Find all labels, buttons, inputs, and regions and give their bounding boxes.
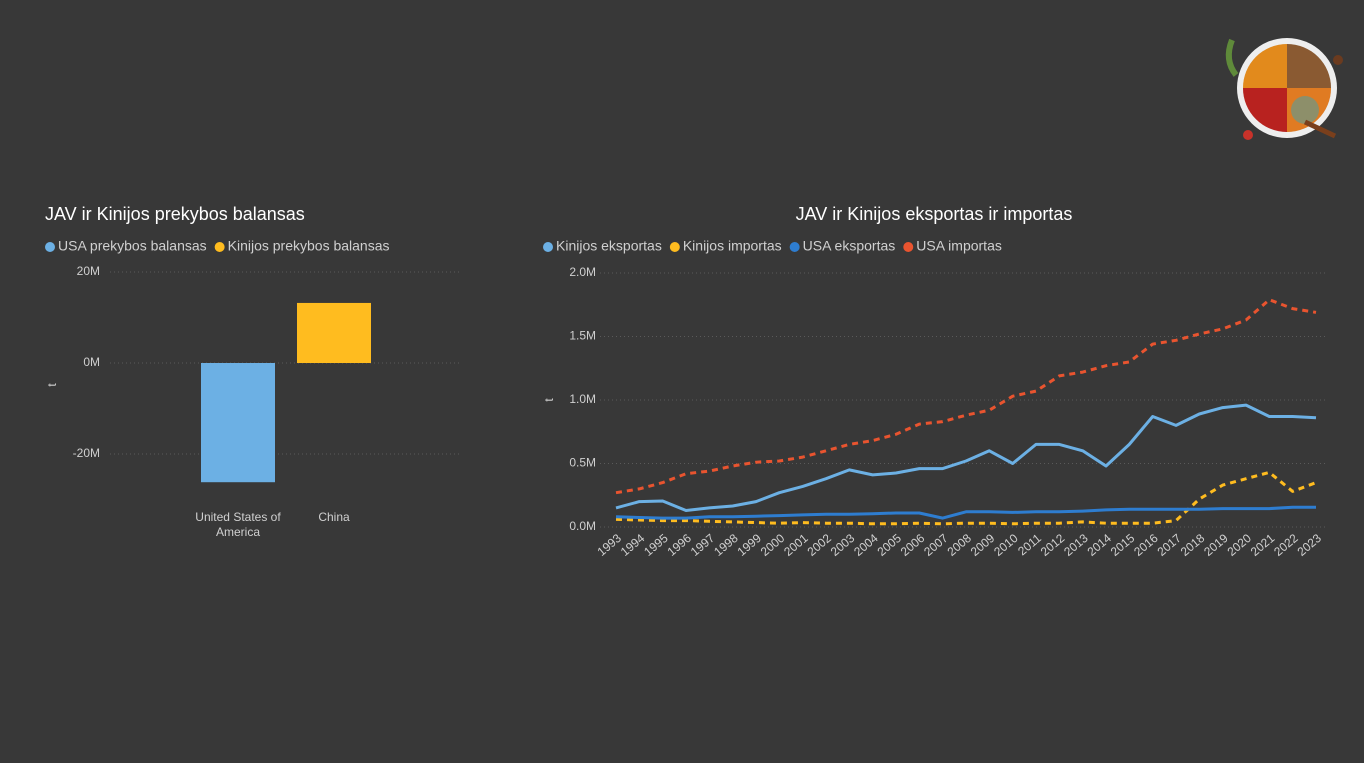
legend-marker — [669, 242, 680, 252]
x-tick-label: 2017 — [1155, 531, 1185, 559]
y-axis-label: t — [542, 398, 556, 402]
x-tick-label: 2009 — [968, 531, 998, 559]
legend-label: Kinijos prekybos balansas — [228, 238, 390, 254]
line-series — [615, 505, 1316, 520]
x-tick-label: 1998 — [711, 531, 741, 559]
x-tick-label: United States of America — [195, 510, 281, 539]
y-tick-label: -20M — [73, 446, 100, 460]
y-axis-label: t — [45, 383, 59, 387]
spice-bowl-image — [1225, 38, 1343, 140]
x-tick-label: 2020 — [1225, 531, 1255, 559]
x-tick-label: 1994 — [618, 531, 648, 559]
x-tick-label: China — [318, 510, 350, 524]
y-tick-label: 1.0M — [569, 392, 596, 406]
legend-marker — [45, 242, 55, 252]
x-tick-label: 2019 — [1201, 531, 1231, 559]
x-tick-label: 2015 — [1108, 531, 1138, 559]
y-tick-label: 2.0M — [569, 265, 596, 279]
x-tick-label: 2016 — [1131, 531, 1161, 559]
y-tick-label: 0.0M — [569, 519, 596, 533]
legend-marker — [214, 242, 225, 252]
bar — [297, 302, 371, 363]
y-tick-label: 0M — [83, 355, 100, 369]
y-tick-label: 20M — [77, 264, 100, 278]
x-tick-label: 2004 — [851, 531, 881, 559]
x-tick-label: 2001 — [781, 531, 811, 559]
x-tick-label: 2006 — [898, 531, 928, 559]
legend-label: USA prekybos balansas — [58, 238, 207, 254]
x-tick-label: 2011 — [1015, 531, 1044, 559]
x-tick-label: 2003 — [828, 531, 858, 559]
legend-marker — [543, 242, 553, 252]
x-tick-label: 1997 — [688, 531, 718, 559]
x-tick-label: 2012 — [1038, 531, 1068, 559]
x-tick-label: 2014 — [1085, 531, 1115, 559]
x-tick-label: 1993 — [595, 531, 625, 559]
x-tick-label: 2021 — [1248, 531, 1278, 559]
bar — [201, 363, 275, 483]
x-tick-label: 1996 — [665, 531, 695, 559]
y-tick-label: 0.5M — [569, 456, 596, 470]
x-tick-label: 2008 — [945, 531, 975, 559]
legend-label: Kinijos importas — [683, 238, 782, 254]
x-tick-label: 2000 — [758, 531, 788, 559]
legend-marker — [903, 242, 914, 252]
legend-label: USA eksportas — [803, 238, 896, 254]
x-tick-label: 1999 — [735, 531, 765, 559]
x-tick-label: 2005 — [875, 531, 905, 559]
x-tick-label: 2013 — [1061, 531, 1091, 559]
x-tick-label: 1995 — [641, 531, 671, 559]
chart-title: JAV ir Kinijos prekybos balansas — [45, 204, 305, 224]
legend-label: Kinijos eksportas — [556, 238, 662, 254]
x-tick-label: 2010 — [991, 531, 1021, 559]
legend-marker — [789, 242, 800, 252]
x-tick-label: 2002 — [805, 531, 835, 559]
x-tick-label: 2007 — [921, 531, 951, 559]
x-tick-label: 2018 — [1178, 531, 1208, 559]
x-tick-label: 2023 — [1295, 531, 1325, 559]
line-series — [615, 403, 1317, 512]
legend-label: USA importas — [916, 238, 1002, 254]
y-tick-label: 1.5M — [569, 329, 596, 343]
chart-title: JAV ir Kinijos eksportas ir importas — [796, 204, 1073, 224]
x-tick-label: 2022 — [1271, 531, 1301, 559]
